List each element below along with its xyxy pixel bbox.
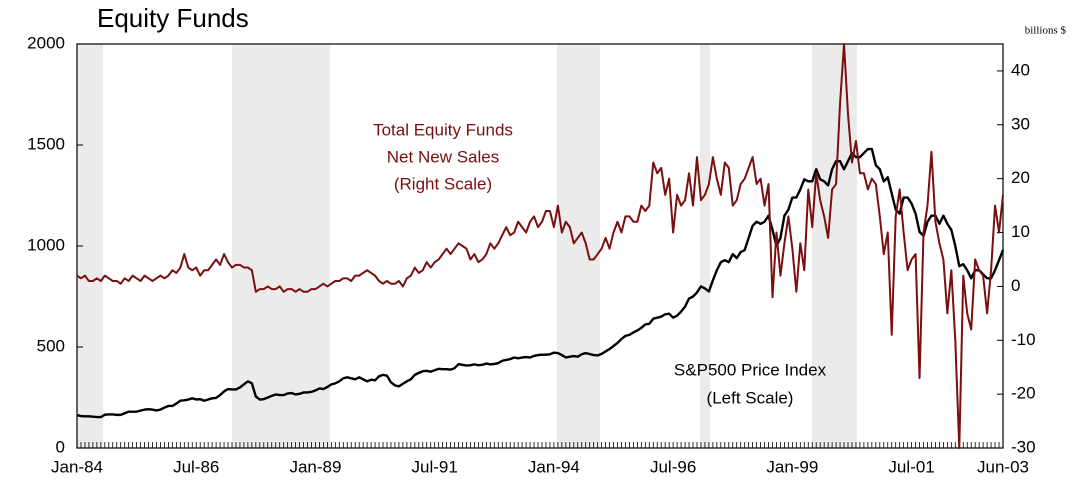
shade xyxy=(700,44,710,448)
x-tick-label: Jan-84 xyxy=(51,457,103,476)
shade xyxy=(557,44,600,448)
y2-tick-label: 20 xyxy=(1011,168,1030,187)
chart-title: Equity Funds xyxy=(97,3,249,33)
shade xyxy=(232,44,330,448)
y2-tick-label: 30 xyxy=(1011,114,1030,133)
series-line xyxy=(76,43,1004,449)
x-tick-label: Jan-89 xyxy=(289,457,341,476)
y-tick-label: 2000 xyxy=(27,33,65,52)
y-tick-label: 1000 xyxy=(27,235,65,254)
plot-frame xyxy=(76,43,1004,449)
y-tick-label: 0 xyxy=(56,437,65,456)
annotation: Net New Sales xyxy=(387,147,499,166)
shade xyxy=(812,44,857,448)
x-tick-label: Jul-96 xyxy=(650,457,696,476)
series-line xyxy=(76,147,1005,419)
y2-tick-label: -10 xyxy=(1011,330,1036,349)
x-tick-label: Jul-91 xyxy=(412,457,458,476)
y2-tick-label: -30 xyxy=(1011,437,1036,456)
y-tick-label: 1500 xyxy=(27,134,65,153)
y2-tick-label: 0 xyxy=(1011,276,1020,295)
y2-unit-label: billions $ xyxy=(1025,25,1067,37)
y2-tick-label: 10 xyxy=(1011,222,1030,241)
y-tick-label: 500 xyxy=(37,336,65,355)
annotation: (Right Scale) xyxy=(394,174,492,193)
x-tick-label: Jan-94 xyxy=(528,457,580,476)
x-tick-label: Jan-99 xyxy=(766,457,818,476)
x-tick-label: Jul-86 xyxy=(173,457,219,476)
shaded-periods xyxy=(77,44,857,448)
x-tick-label: Jun-03 xyxy=(977,457,1029,476)
annotation: Total Equity Funds xyxy=(373,120,513,139)
y2-tick-label: 40 xyxy=(1011,60,1030,79)
annotation: (Left Scale) xyxy=(707,388,794,407)
annotation: S&P500 Price Index xyxy=(674,360,827,379)
y2-tick-label: -20 xyxy=(1011,384,1036,403)
x-tick-label: Jul-01 xyxy=(888,457,934,476)
